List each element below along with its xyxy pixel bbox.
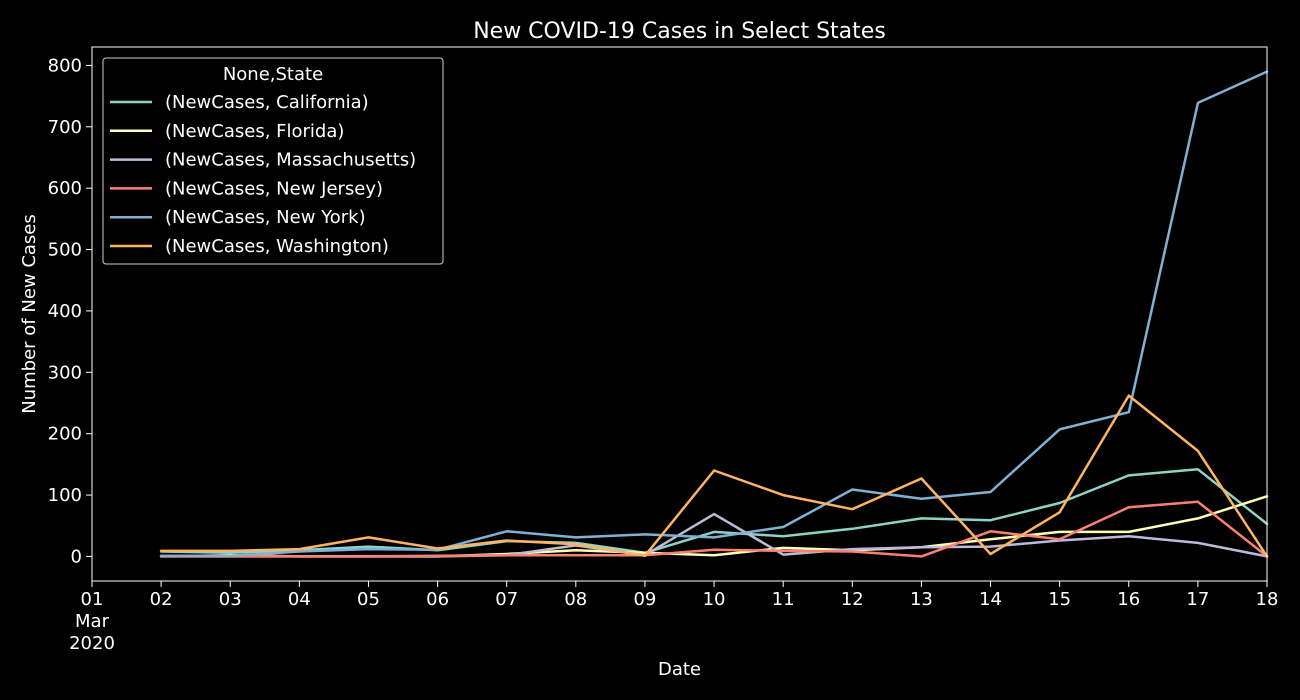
- legend-title: None,State: [223, 64, 323, 85]
- chart-title: New COVID-19 Cases in Select States: [473, 19, 886, 44]
- y-tick-label-7: 700: [48, 117, 82, 138]
- legend-entries: (NewCases, California) (NewCases, Florida…: [110, 92, 416, 257]
- x-tick-label-17: 18: [1256, 589, 1279, 610]
- x-tick-label-15: 16: [1117, 589, 1140, 610]
- x-axis: 01 Mar 2020 02 03 04 05 06 07 08 09 10 11 12 13 14 15 16 1…: [69, 581, 1278, 654]
- y-axis: 0 100 200 300 400 500 600 700 800: [48, 55, 92, 567]
- x-tick-label-16: 17: [1186, 589, 1209, 610]
- y-tick-label-2: 200: [48, 424, 82, 445]
- legend-entry-2: (NewCases, Massachusetts): [165, 150, 416, 171]
- y-tick-label-8: 800: [48, 55, 82, 76]
- x-tick-label-3: 04: [288, 589, 311, 610]
- x-tick-label-1: 02: [150, 589, 173, 610]
- legend-entry-5: (NewCases, Washington): [165, 236, 389, 257]
- x-tick-label-5: 06: [426, 589, 449, 610]
- legend-entry-4: (NewCases, New York): [165, 207, 366, 228]
- legend: None,State (NewCases, California)(NewCas…: [102, 57, 444, 265]
- series-line-5: [159, 394, 1269, 558]
- x-tick-label-7: 08: [564, 589, 587, 610]
- series-line-4: [159, 70, 1269, 558]
- x-tick-label-13: 14: [979, 589, 1002, 610]
- x-tick-label-2: 03: [219, 589, 242, 610]
- y-axis-label: Number of New Cases: [19, 214, 40, 414]
- y-tick-label-6: 600: [48, 178, 82, 199]
- series-line-0: [159, 468, 1269, 555]
- plot-area-frame: [91, 46, 1268, 582]
- y-tick-label-4: 400: [48, 301, 82, 322]
- series-line-3: [159, 500, 1269, 558]
- series-layer: [159, 70, 1269, 558]
- legend-entry-0: (NewCases, California): [165, 92, 369, 113]
- x-tick-label-4: 05: [357, 589, 380, 610]
- x-tick-label-9: 10: [703, 589, 726, 610]
- x-tick-label-0: 01 Mar 2020: [69, 589, 115, 654]
- x-tick-label-6: 07: [495, 589, 518, 610]
- y-tick-label-0: 0: [71, 546, 82, 567]
- y-tick-label-5: 500: [48, 240, 82, 261]
- x-tick-label-8: 09: [633, 589, 656, 610]
- x-tick-label-12: 13: [910, 589, 933, 610]
- legend-entry-3: (NewCases, New Jersey): [165, 178, 383, 199]
- x-axis-label: Date: [658, 659, 701, 680]
- x-tick-label-11: 12: [841, 589, 864, 610]
- y-tick-label-3: 300: [48, 362, 82, 383]
- legend-box: [102, 57, 444, 265]
- x-tick-label-14: 15: [1048, 589, 1071, 610]
- legend-entry-1: (NewCases, Florida): [165, 121, 344, 142]
- x-tick-label-10: 11: [772, 589, 795, 610]
- y-tick-label-1: 100: [48, 485, 82, 506]
